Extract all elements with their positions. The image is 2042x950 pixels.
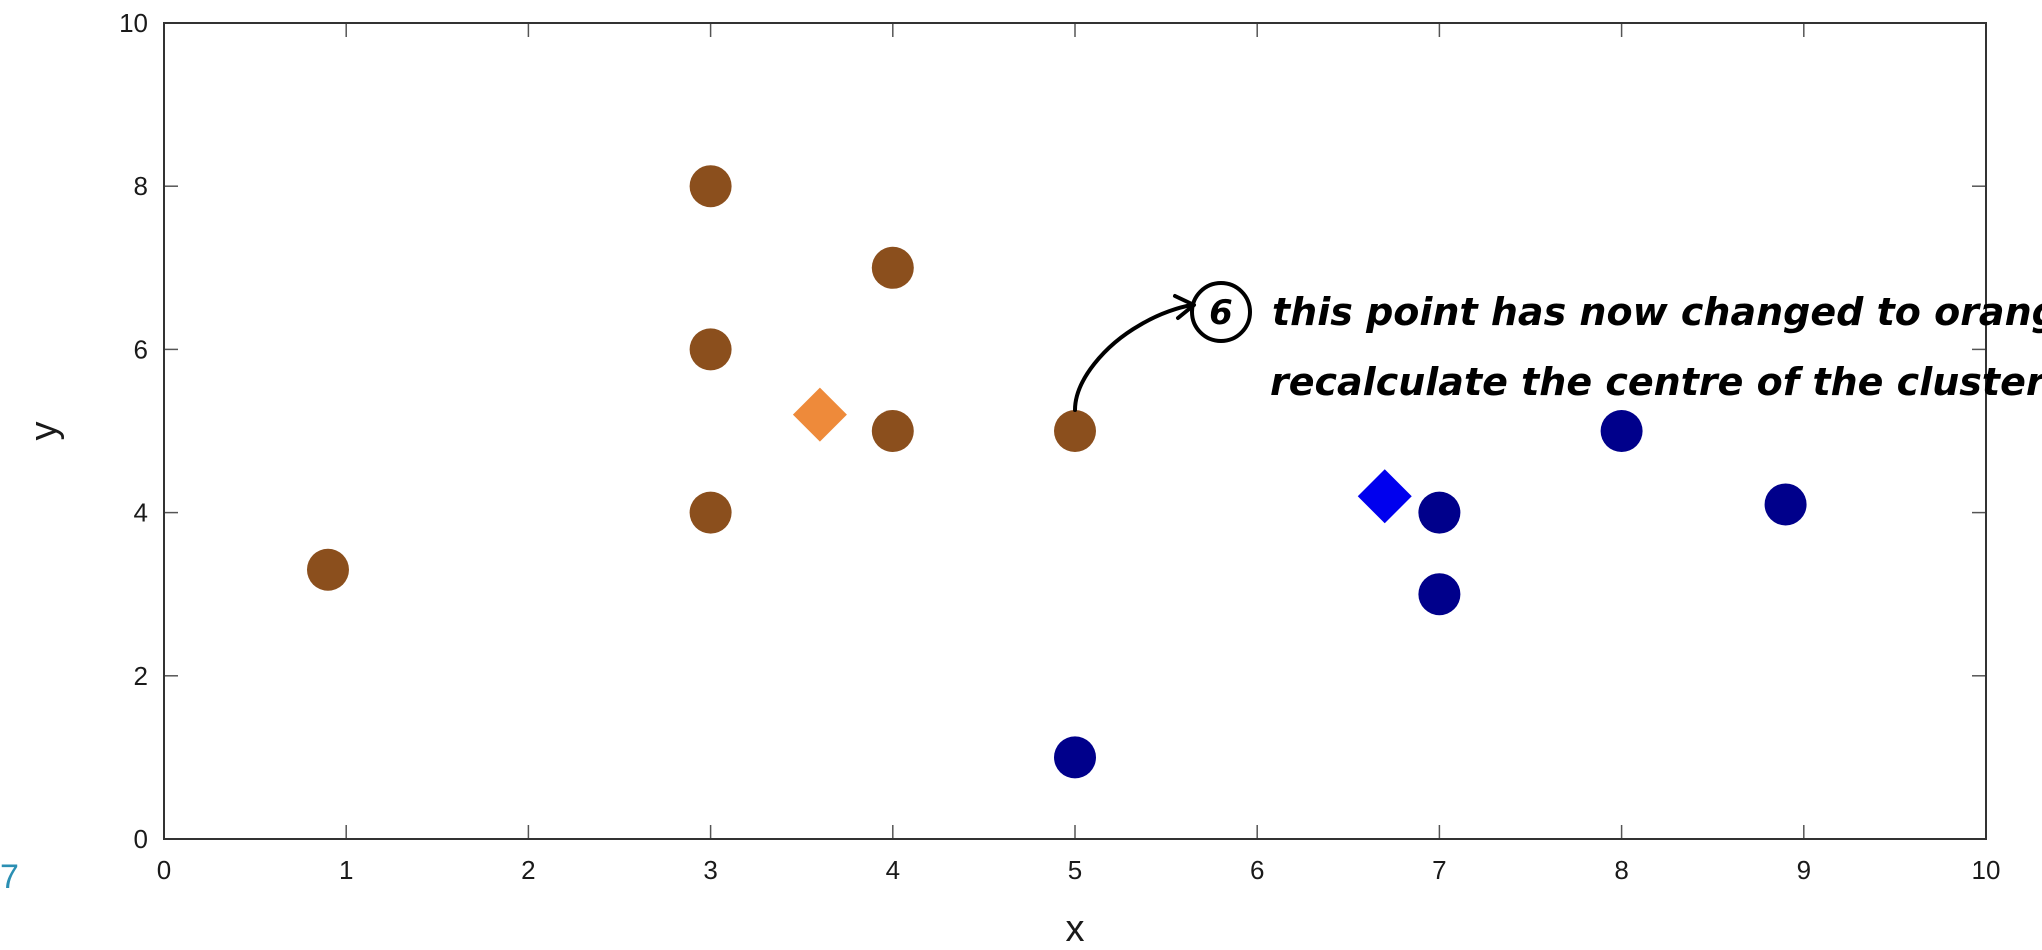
data-point bbox=[1764, 483, 1807, 526]
centroid-marker bbox=[1357, 469, 1412, 524]
x-tick-label: 6 bbox=[1250, 855, 1264, 885]
x-tick-label: 10 bbox=[1972, 855, 2001, 885]
annotation-number: 6 bbox=[1209, 293, 1233, 333]
x-tick-label: 7 bbox=[1432, 855, 1446, 885]
data-points bbox=[306, 165, 1807, 779]
data-point bbox=[689, 165, 732, 208]
x-tick-label: 2 bbox=[521, 855, 535, 885]
y-axis-label: y bbox=[23, 422, 65, 441]
data-point bbox=[871, 246, 914, 289]
annotation-arrow bbox=[1073, 303, 1194, 412]
annotation-number-circle bbox=[1190, 281, 1252, 343]
plot-frame bbox=[163, 22, 1987, 840]
tick-labels: 0 1 2 3 4 5 6 7 8 9 10 0 2 4 6 8 10 bbox=[119, 8, 2000, 885]
x-tick-label: 0 bbox=[157, 855, 171, 885]
x-tick-label: 8 bbox=[1614, 855, 1628, 885]
x-tick-label: 4 bbox=[886, 855, 900, 885]
data-point bbox=[1418, 573, 1461, 616]
x-tick-label: 1 bbox=[339, 855, 353, 885]
data-point bbox=[689, 491, 732, 534]
data-point bbox=[306, 548, 349, 591]
y-tick-label: 6 bbox=[134, 334, 148, 364]
handwritten-annotation: 6 this point has now changed to orange, … bbox=[1073, 281, 2042, 412]
x-tick-label: 3 bbox=[703, 855, 717, 885]
x-axis-label: x bbox=[1066, 908, 1085, 950]
page-number: 7 bbox=[0, 858, 19, 896]
data-point bbox=[1054, 410, 1096, 452]
y-tick-label: 0 bbox=[134, 824, 148, 854]
data-point bbox=[1054, 736, 1096, 779]
y-tick-label: 4 bbox=[134, 498, 148, 528]
data-point bbox=[871, 410, 914, 452]
y-tick-label: 10 bbox=[119, 8, 148, 38]
data-point bbox=[1418, 491, 1461, 534]
data-point bbox=[1600, 410, 1643, 452]
y-tick-label: 2 bbox=[134, 661, 148, 691]
x-tick-label: 9 bbox=[1797, 855, 1811, 885]
annotation-line-1: this point has now changed to orange, bbox=[1272, 290, 2042, 334]
centroid-marker bbox=[792, 387, 847, 442]
x-tick-label: 5 bbox=[1068, 855, 1082, 885]
y-tick-label: 8 bbox=[134, 171, 148, 201]
data-point bbox=[689, 328, 732, 371]
annotation-line-2: recalculate the centre of the cluster bbox=[1270, 360, 2042, 404]
